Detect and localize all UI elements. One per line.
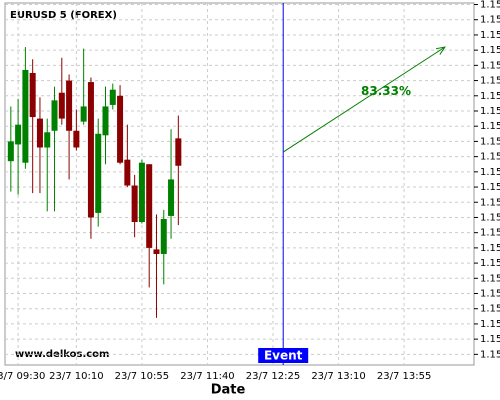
y-tick-label: 1.1578 (480, 304, 500, 315)
y-tick-label: 1.1577 (480, 319, 500, 330)
y-tick-label: 1.1587 (480, 167, 500, 178)
y-tick-label: 1.1580 (480, 273, 500, 284)
candle-body (15, 124, 22, 145)
x-tick-label: 23/7 11:40 (180, 371, 234, 382)
candle-body (36, 118, 43, 148)
candle-body (153, 249, 160, 254)
y-tick-label: 1.1591 (480, 106, 500, 117)
candle-body (102, 106, 109, 136)
x-tick-label: 23/7 10:55 (115, 371, 169, 382)
candle-body (131, 185, 138, 223)
candle-body (146, 164, 153, 248)
candle-body (109, 89, 116, 105)
candle-body (73, 130, 80, 148)
y-tick-label: 1.1597 (480, 15, 500, 26)
y-tick-label: 1.1598 (480, 0, 500, 11)
candle-body (124, 159, 131, 186)
y-tick-label: 1.1579 (480, 289, 500, 300)
candle-body (29, 72, 36, 118)
arrow-annotation: 83.33% (361, 84, 411, 98)
candle-body (80, 106, 87, 122)
candle-body (95, 133, 102, 213)
candle-body (168, 179, 175, 216)
candle-body (138, 162, 145, 223)
candle-body (44, 132, 51, 148)
event-label: Event (264, 349, 303, 363)
candle-body (7, 141, 14, 162)
y-tick-label: 1.1593 (480, 76, 500, 87)
y-tick-label: 1.1589 (480, 136, 500, 147)
candle-body (22, 69, 29, 163)
candle-body (51, 100, 58, 131)
candle-body (66, 80, 73, 131)
y-tick-label: 1.1588 (480, 152, 500, 163)
watermark: www.delkos.com (15, 349, 109, 360)
y-tick-label: 1.1594 (480, 60, 500, 71)
event-label-box (258, 348, 309, 363)
x-tick-label: 23/7 13:10 (311, 371, 365, 382)
y-tick-label: 1.1585 (480, 197, 500, 208)
y-tick-label: 1.1576 (480, 334, 500, 345)
x-tick-label: 23/7 13:55 (377, 371, 431, 382)
y-tick-label: 1.1586 (480, 182, 500, 193)
chart-title: EURUSD 5 (FOREX) (10, 10, 117, 21)
y-tick-label: 1.1581 (480, 258, 500, 269)
x-tick-label: 23/7 12:25 (246, 371, 300, 382)
arrow-head (435, 46, 446, 55)
candle-body (87, 82, 94, 218)
y-tick-label: 1.1590 (480, 121, 500, 132)
y-tick-label: 1.1584 (480, 212, 500, 223)
y-tick-label: 1.1595 (480, 45, 500, 56)
y-tick-label: 1.1582 (480, 243, 500, 254)
x-tick-label: 23/7 09:30 (0, 371, 45, 382)
candle-body (160, 218, 167, 254)
y-tick-label: 1.1583 (480, 228, 500, 239)
candle-body (58, 92, 65, 119)
arrow-line (282, 46, 446, 153)
y-tick-label: 1.1596 (480, 30, 500, 41)
candle-body (117, 95, 124, 163)
y-tick-label: 1.1575 (480, 349, 500, 360)
candle-body (175, 138, 182, 166)
y-tick-label: 1.1592 (480, 91, 500, 102)
x-tick-label: 23/7 10:10 (49, 371, 103, 382)
x-axis-label: Date (211, 383, 246, 398)
